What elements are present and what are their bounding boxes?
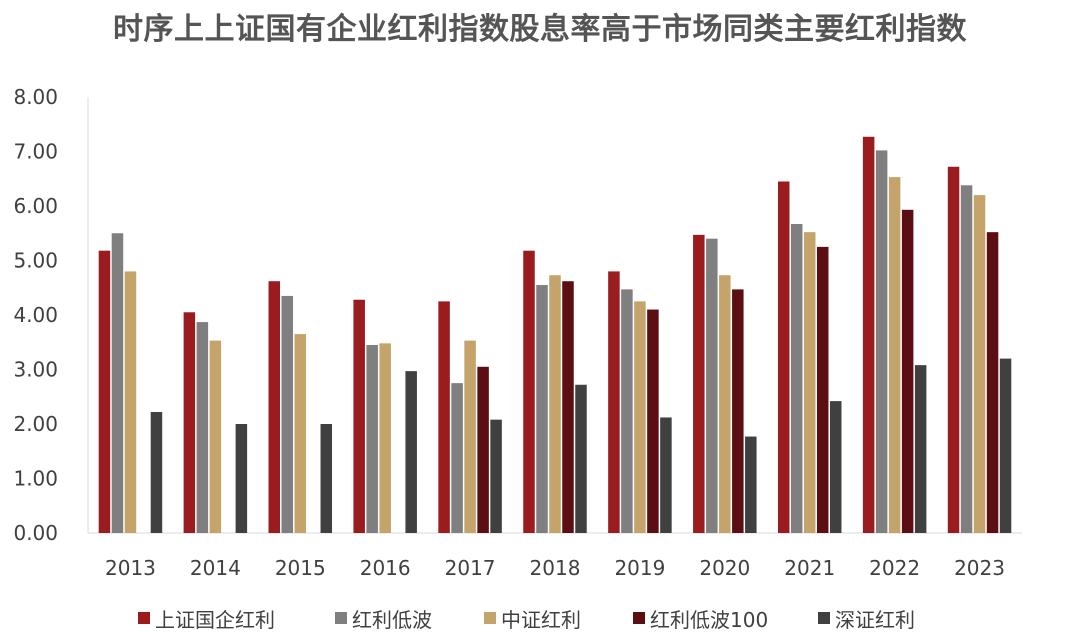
- legend-swatch: [818, 612, 830, 624]
- bar: [490, 419, 502, 533]
- bar: [549, 275, 561, 533]
- y-tick-label: 3.00: [13, 358, 58, 382]
- x-tick-label: 2020: [699, 556, 750, 580]
- bar: [451, 383, 463, 533]
- y-tick-label: 8.00: [13, 85, 58, 109]
- bar: [914, 365, 927, 533]
- bar: [829, 401, 842, 533]
- bar: [575, 384, 587, 533]
- bar: [320, 424, 333, 533]
- bar: [660, 417, 672, 533]
- bar: [973, 195, 986, 533]
- bar: [477, 366, 489, 533]
- bar: [438, 301, 450, 533]
- bar: [999, 358, 1012, 533]
- legend-label: 红利低波: [352, 608, 432, 632]
- legend-label: 中证红利: [501, 608, 581, 632]
- x-tick-label: 2023: [954, 556, 1005, 580]
- x-tick-label: 2021: [784, 556, 835, 580]
- x-tick-label: 2016: [360, 556, 411, 580]
- bar: [562, 281, 574, 533]
- bars: [98, 136, 1012, 534]
- bar: [888, 177, 901, 534]
- bar: [111, 233, 124, 533]
- bar: [464, 340, 476, 533]
- bar: [150, 412, 163, 533]
- bar: [353, 299, 365, 533]
- bar: [209, 340, 222, 533]
- bar: [986, 232, 999, 533]
- y-tick-label: 7.00: [13, 140, 58, 164]
- bar: [124, 271, 137, 533]
- bar: [608, 271, 620, 533]
- bar: [862, 136, 875, 533]
- bar: [405, 371, 417, 533]
- x-tick-label: 2022: [869, 556, 920, 580]
- y-tick-label: 5.00: [13, 249, 58, 273]
- bar: [875, 150, 888, 533]
- bar: [719, 275, 731, 533]
- bar: [647, 309, 659, 533]
- bar: [196, 322, 209, 533]
- y-axis: 0.00 1.00 2.00 3.00 4.00 5.00 6.00 7.00 8.00: [13, 85, 89, 545]
- bar: [706, 238, 718, 533]
- bar: [777, 181, 790, 533]
- bar: [901, 209, 914, 533]
- legend-swatch: [484, 612, 496, 624]
- legend: 上证国企红利 红利低波 中证红利 红利低波100 深证红利: [138, 608, 915, 632]
- x-tick-label: 2018: [530, 556, 581, 580]
- bar: [947, 166, 960, 533]
- bar: [294, 334, 307, 533]
- x-tick-label: 2014: [190, 556, 241, 580]
- x-tick-label: 2015: [275, 556, 326, 580]
- bar: [621, 289, 633, 533]
- bar: [523, 250, 535, 533]
- bar: [745, 436, 757, 533]
- legend-label: 上证国企红利: [155, 608, 275, 632]
- bar: [183, 312, 196, 533]
- bar: [634, 301, 646, 533]
- legend-label: 红利低波100: [650, 608, 768, 632]
- bar: [790, 223, 803, 534]
- bar: [803, 232, 816, 533]
- legend-swatch: [335, 612, 347, 624]
- x-tick-label: 2013: [105, 556, 156, 580]
- legend-swatch: [138, 612, 150, 624]
- y-tick-label: 6.00: [13, 194, 58, 218]
- bar: [816, 246, 829, 533]
- y-tick-label: 1.00: [13, 467, 58, 491]
- legend-label: 深证红利: [835, 608, 915, 632]
- bar: [235, 424, 248, 533]
- y-tick-label: 4.00: [13, 303, 58, 327]
- bar: [281, 295, 294, 533]
- y-tick-label: 2.00: [13, 412, 58, 436]
- bar: [379, 343, 391, 533]
- bar: [98, 250, 111, 533]
- bar: [536, 285, 548, 533]
- bar: [732, 289, 744, 533]
- bar: [693, 234, 705, 533]
- y-tick-label: 0.00: [13, 521, 58, 545]
- legend-swatch: [633, 612, 645, 624]
- x-tick-label: 2017: [445, 556, 496, 580]
- x-axis: 2013 2014 2015 2016 2017 2018 2019 2020 2021 2022…: [88, 532, 1022, 580]
- bar: [366, 344, 378, 533]
- chart-title: 时序上上证国有企业红利指数股息率高于市场同类主要红利指数: [113, 12, 967, 47]
- bar: [960, 185, 973, 534]
- x-tick-label: 2019: [614, 556, 665, 580]
- bar: [268, 281, 281, 533]
